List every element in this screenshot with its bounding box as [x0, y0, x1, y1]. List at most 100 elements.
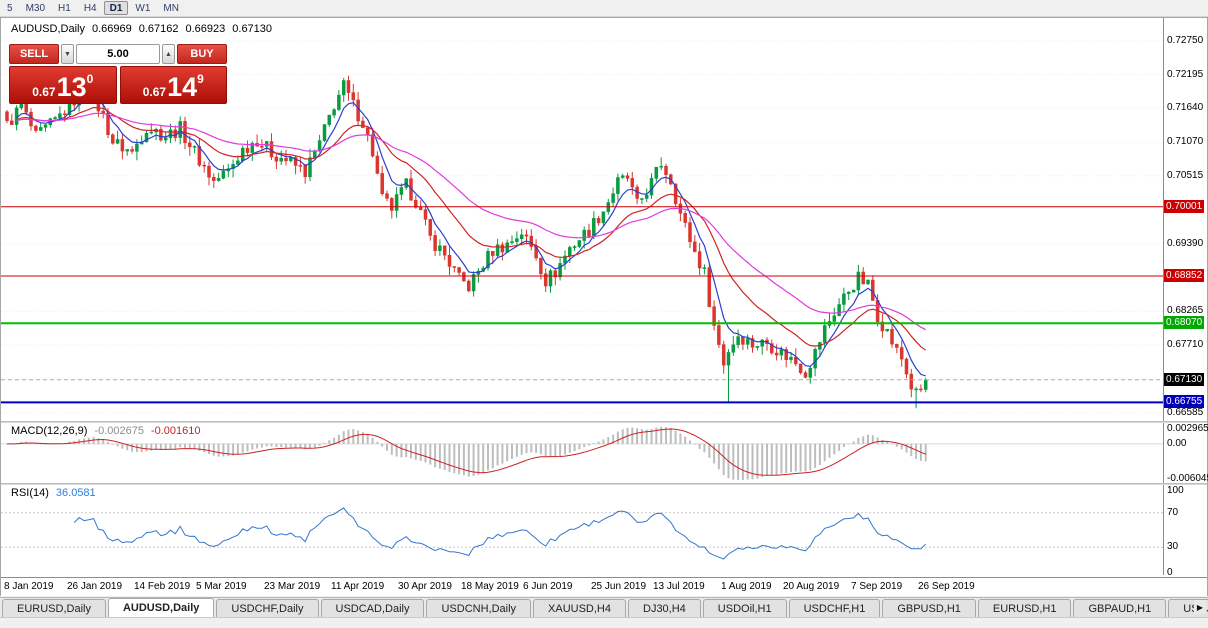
macd-signal-value: -0.001610 [150, 425, 201, 437]
price-pane[interactable]: AUDUSD,Daily 0.66969 0.67162 0.66923 0.67130… [1, 18, 1163, 421]
macd-title: MACD(12,26,9) -0.002675 -0.001610 [11, 425, 208, 437]
macd-tick-label: 0.002965 [1167, 423, 1208, 434]
macd-signal-line [7, 428, 926, 476]
pane-splitter[interactable] [1, 483, 1207, 485]
price-tick-label: 0.69390 [1167, 238, 1204, 249]
chart-tab[interactable]: EURUSD,H1 [977, 599, 1072, 617]
rsi-pane[interactable]: RSI(14) 36.0581 [1, 485, 1163, 575]
volume-input[interactable]: 5.00 [76, 44, 160, 64]
date-label: 30 Apr 2019 [398, 581, 452, 592]
price-level-badge: 0.67130 [1164, 373, 1205, 386]
timeframe-button-mn[interactable]: MN [163, 3, 179, 14]
rsi-line [73, 507, 927, 560]
price-tick-label: 0.72750 [1167, 35, 1204, 46]
rsi-value: 36.0581 [55, 487, 96, 499]
price-tick-label: 0.67710 [1167, 339, 1204, 350]
price-tick-label: 0.66585 [1167, 407, 1204, 418]
macd-svg [1, 426, 1163, 481]
date-label: 8 Jan 2019 [4, 581, 54, 592]
rsi-tick-label: 100 [1167, 485, 1184, 496]
buy-price-box[interactable]: 0.67 14 9 [119, 66, 227, 104]
date-label: 26 Jan 2019 [67, 581, 123, 592]
ohlc-high: 0.67162 [138, 23, 179, 35]
chart-tab[interactable]: EURUSD,Daily [2, 599, 106, 617]
ohlc-low: 0.66923 [185, 23, 226, 35]
date-label: 5 Mar 2019 [196, 581, 247, 592]
date-label: 11 Apr 2019 [331, 581, 385, 592]
chart-tab[interactable]: USDCNH,Daily [426, 599, 532, 617]
sell-button[interactable]: SELL [9, 44, 59, 64]
volume-decrease-button[interactable]: ▼ [61, 44, 74, 64]
candlestick-series [5, 75, 928, 409]
buy-button[interactable]: BUY [177, 44, 227, 64]
rsi-name: RSI(14) [11, 487, 49, 499]
buy-price-point: 9 [197, 72, 204, 86]
price-level-badge: 0.70001 [1164, 200, 1205, 213]
price-tick-label: 0.72195 [1167, 69, 1204, 80]
chart-tab[interactable]: USDOil,H1 [702, 599, 787, 617]
sma-6-line [16, 96, 926, 377]
timeframe-button-5[interactable]: 5 [7, 3, 13, 14]
rsi-tick-label: 70 [1167, 507, 1179, 518]
price-level-badge: 0.68852 [1164, 269, 1205, 282]
chart-tab[interactable]: GBPUSD,H1 [882, 599, 976, 617]
rsi-svg [1, 507, 1163, 560]
sell-price-point: 0 [86, 72, 94, 86]
date-label: 1 Aug 2019 [721, 581, 772, 592]
timeframe-button-w1[interactable]: W1 [135, 3, 151, 14]
chart-tab[interactable]: USDCAD,Daily [320, 599, 425, 617]
triangle-down-icon: ▼ [64, 50, 71, 58]
scroll-right-icon: ▶ [1196, 602, 1204, 612]
ohlc-close: 0.67130 [232, 23, 273, 35]
sell-price-pips: 13 [56, 72, 87, 102]
ohlc-open: 0.66969 [91, 23, 132, 35]
timeframe-toolbar: 5 M30 H1 H4 D1 W1 MN [0, 0, 1208, 17]
one-click-trading-panel: SELL ▼ 5.00 ▲ BUY 0.67 13 0 0.67 14 9 [9, 44, 227, 104]
price-tick-label: 0.68265 [1167, 305, 1204, 316]
macd-tick-label: -0.006045 [1167, 473, 1208, 484]
buy-price-base: 0.67 [142, 85, 167, 99]
chart-tab[interactable]: XAUUSD,H4 [533, 599, 626, 617]
tab-scroll-right-button[interactable]: ▶ [1194, 600, 1206, 614]
macd-pane[interactable]: MACD(12,26,9) -0.002675 -0.001610 [1, 423, 1163, 483]
sell-price-box[interactable]: 0.67 13 0 [9, 66, 117, 104]
timeframe-button-h4[interactable]: H4 [83, 3, 97, 14]
chart-tab[interactable]: AUDUSD,Daily [107, 598, 215, 617]
price-tick-label: 0.71640 [1167, 102, 1204, 113]
buy-price-pips: 14 [167, 72, 198, 102]
date-label: 13 Jul 2019 [653, 581, 705, 592]
date-label: 7 Sep 2019 [851, 581, 903, 592]
sell-price-base: 0.67 [32, 85, 56, 99]
rsi-tick-label: 30 [1167, 541, 1179, 552]
date-label: 23 Mar 2019 [264, 581, 321, 592]
price-tick-label: 0.70515 [1167, 170, 1204, 181]
pane-splitter[interactable] [1, 421, 1207, 423]
rsi-title: RSI(14) 36.0581 [11, 487, 103, 499]
price-chart-svg [1, 40, 1163, 414]
date-label: 14 Feb 2019 [134, 581, 191, 592]
date-label: 18 May 2019 [461, 581, 519, 592]
macd-main-value: -0.002675 [94, 425, 144, 437]
chart-tab[interactable]: USDCHF,H1 [788, 599, 881, 617]
price-level-badge: 0.68070 [1164, 316, 1205, 329]
rsi-tick-label: 0 [1167, 567, 1173, 578]
time-axis: 8 Jan 2019 26 Jan 2019 14 Feb 2019 5 Mar 20… [1, 577, 1207, 596]
chart-tab-bar: EURUSD,Daily AUDUSD,Daily USDCHF,Daily USDC… [0, 597, 1208, 617]
timeframe-button-m30[interactable]: M30 [25, 3, 46, 14]
rsi-axis: 100 70 30 0 [1163, 485, 1207, 578]
triangle-up-icon: ▲ [165, 50, 172, 58]
symbol-period-label: AUDUSD,Daily [11, 23, 85, 35]
macd-tick-label: 0.00 [1167, 438, 1187, 449]
macd-axis: 0.002965 0.00 -0.006045 [1163, 423, 1208, 484]
volume-increase-button[interactable]: ▲ [162, 44, 175, 64]
rsi-level-lines [1, 512, 1163, 548]
timeframe-button-h1[interactable]: H1 [58, 3, 71, 14]
date-label: 25 Jun 2019 [591, 581, 647, 592]
chart-tab[interactable]: GBPAUD,H1 [1073, 599, 1167, 617]
chart-tab[interactable]: USDCHF,Daily [216, 599, 319, 617]
timeframe-button-d1[interactable]: D1 [103, 1, 129, 15]
chart-tab[interactable]: DJ30,H4 [628, 599, 701, 617]
chart-ohlc-title: AUDUSD,Daily 0.66969 0.67162 0.66923 0.67130 [11, 23, 279, 35]
date-label: 26 Sep 2019 [918, 581, 975, 592]
